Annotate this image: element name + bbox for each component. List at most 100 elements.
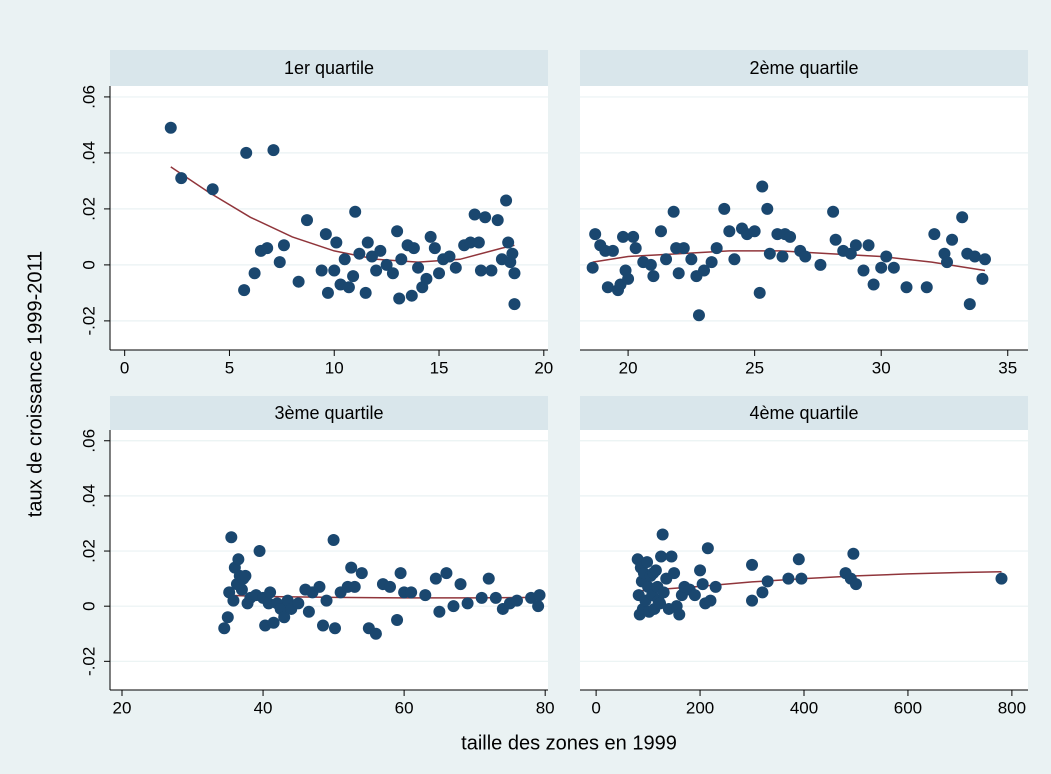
point (761, 575, 774, 588)
point (665, 550, 678, 563)
point (508, 298, 521, 311)
point (660, 253, 673, 266)
point (617, 230, 630, 243)
point (317, 619, 330, 632)
x-tick-label: 20 (619, 358, 638, 377)
point (753, 286, 766, 299)
point (995, 572, 1008, 585)
point (232, 553, 245, 566)
point (267, 616, 280, 629)
point (433, 605, 446, 618)
x-tick-label: 20 (113, 698, 132, 717)
point (327, 534, 340, 547)
point (710, 242, 723, 255)
x-tick-label: 0 (591, 698, 600, 717)
point (968, 250, 981, 263)
point (361, 236, 374, 249)
point (795, 572, 808, 585)
point (667, 205, 680, 218)
point (348, 580, 361, 593)
point (849, 239, 862, 252)
panel-header (580, 396, 1028, 430)
point (641, 556, 654, 569)
point (629, 242, 642, 255)
point (867, 278, 880, 291)
point (627, 230, 640, 243)
point (394, 567, 407, 580)
point (506, 247, 519, 260)
point (345, 561, 358, 574)
point (261, 242, 274, 255)
point (644, 258, 657, 271)
point (510, 594, 523, 607)
point (622, 272, 635, 285)
x-tick-label: 0 (120, 358, 129, 377)
panel-title: 4ème quartile (749, 403, 858, 423)
point (359, 286, 372, 299)
point (238, 284, 251, 297)
point (405, 289, 418, 302)
point (328, 264, 341, 277)
point (407, 242, 420, 255)
point (533, 589, 546, 602)
point (799, 250, 812, 263)
panel-header (110, 396, 548, 430)
point (429, 572, 442, 585)
point (946, 233, 959, 246)
point (464, 236, 477, 249)
point (239, 569, 252, 582)
point (485, 264, 498, 277)
fit-line (592, 250, 986, 272)
point (391, 613, 404, 626)
x-tick-label: 25 (745, 358, 764, 377)
point (654, 225, 667, 238)
point (468, 208, 481, 221)
point (482, 572, 495, 585)
point (500, 194, 513, 207)
point (698, 264, 711, 277)
point (328, 622, 341, 635)
point (685, 253, 698, 266)
point (424, 230, 437, 243)
x-tick-label: 5 (225, 358, 234, 377)
point (849, 578, 862, 591)
point (227, 594, 240, 607)
point (374, 244, 387, 257)
point (829, 233, 842, 246)
point (330, 236, 343, 249)
point (502, 236, 515, 249)
point (606, 244, 619, 257)
point (218, 622, 231, 635)
point (696, 578, 709, 591)
point (784, 230, 797, 243)
point (649, 564, 662, 577)
y-axis-title: taux de croissance 1999-2011 (24, 251, 46, 517)
point (776, 250, 789, 263)
point (900, 281, 913, 294)
point (262, 597, 275, 610)
panel-title: 1er quartile (284, 58, 374, 78)
point (756, 586, 769, 599)
point (175, 172, 188, 185)
point (384, 580, 397, 593)
point (264, 586, 277, 599)
x-tick-label: 20 (534, 358, 553, 377)
x-tick-label: 80 (536, 698, 555, 717)
point (956, 211, 969, 224)
point (746, 558, 759, 571)
point (320, 594, 333, 607)
point (920, 281, 933, 294)
point (718, 202, 731, 215)
point (489, 591, 502, 604)
panel-header (580, 50, 1028, 86)
point (887, 261, 900, 274)
point (782, 572, 795, 585)
point (508, 267, 521, 280)
point (656, 528, 669, 541)
point (277, 239, 290, 252)
point (479, 211, 492, 224)
x-tick-label: 10 (325, 358, 344, 377)
point (814, 258, 827, 271)
x-tick-label: 40 (254, 698, 273, 717)
point (694, 564, 707, 577)
